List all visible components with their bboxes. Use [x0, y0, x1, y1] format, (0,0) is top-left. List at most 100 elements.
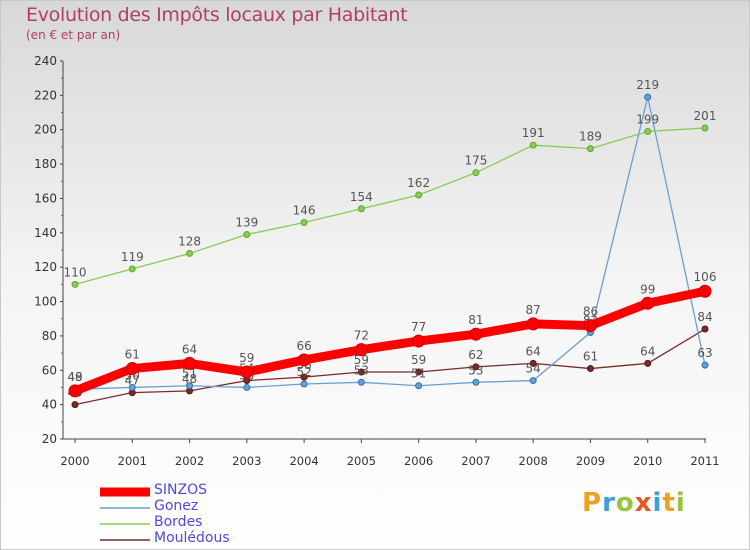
- data-label-gonez: 49: [67, 370, 82, 384]
- data-point-moulédous: [415, 368, 423, 376]
- data-label-moulédous: 48: [182, 372, 197, 386]
- data-point-moulédous: [644, 359, 652, 367]
- y-tick-label: 180: [34, 157, 57, 171]
- y-tick-label: 80: [42, 329, 57, 343]
- data-point-gonez: [357, 378, 365, 386]
- data-label-sinzos: 77: [411, 320, 426, 334]
- legend-swatch-bordes: [100, 523, 150, 525]
- legend-swatch-gonez: [100, 507, 150, 509]
- chart-subtitle: (en € et par an): [26, 28, 121, 42]
- x-tick-label: 2007: [461, 454, 490, 468]
- data-label-sinzos: 99: [640, 282, 655, 296]
- data-point-bordes: [415, 191, 423, 199]
- data-point-sinzos: [125, 362, 139, 376]
- data-label-bordes: 199: [636, 112, 659, 126]
- data-label-sinzos: 87: [526, 303, 541, 317]
- data-label-moulédous: 47: [125, 374, 140, 388]
- data-label-bordes: 146: [293, 204, 316, 218]
- data-label-sinzos: 106: [694, 270, 717, 284]
- data-point-sinzos: [469, 327, 483, 341]
- y-tick-label: 60: [42, 363, 57, 377]
- data-label-moulédous: 64: [640, 344, 655, 358]
- data-point-gonez: [472, 378, 480, 386]
- legend-label-gonez: Gonez: [154, 498, 199, 514]
- x-tick-label: 2001: [118, 454, 147, 468]
- data-label-moulédous: 64: [526, 344, 541, 358]
- data-label-moulédous: 59: [354, 353, 369, 367]
- legend-label-sinzos: SINZOS: [154, 482, 207, 498]
- data-label-sinzos: 86: [583, 305, 598, 319]
- data-point-bordes: [644, 127, 652, 135]
- data-point-sinzos: [698, 284, 712, 298]
- data-label-bordes: 139: [235, 216, 258, 230]
- data-point-sinzos: [68, 384, 82, 398]
- data-point-gonez: [701, 361, 709, 369]
- data-point-bordes: [186, 249, 194, 257]
- series-line-gonez: [74, 96, 706, 390]
- data-label-gonez: 53: [468, 363, 483, 377]
- data-point-bordes: [586, 145, 594, 153]
- data-label-bordes: 175: [464, 154, 487, 168]
- data-label-sinzos: 48: [67, 370, 82, 384]
- data-label-bordes: 162: [407, 176, 430, 190]
- series-line-moulédous: [74, 328, 706, 406]
- series-line-bordes: [74, 127, 706, 285]
- data-label-gonez: 53: [354, 363, 369, 377]
- data-label-bordes: 154: [350, 190, 373, 204]
- x-tick-label: 2002: [175, 454, 204, 468]
- data-point-sinzos: [641, 296, 655, 310]
- y-tick-label: 220: [34, 88, 57, 102]
- data-label-bordes: 119: [121, 250, 144, 264]
- data-point-moulédous: [701, 325, 709, 333]
- data-label-sinzos: 81: [468, 313, 483, 327]
- data-point-bordes: [300, 219, 308, 227]
- proxiti-logo: Proxiti: [582, 488, 686, 518]
- data-label-bordes: 191: [522, 126, 545, 140]
- data-point-sinzos: [240, 365, 254, 379]
- data-label-sinzos: 61: [125, 348, 140, 362]
- chart-title: Evolution des Impôts locaux par Habitant: [26, 4, 408, 26]
- data-label-gonez: 51: [182, 367, 197, 381]
- data-point-sinzos: [526, 317, 540, 331]
- y-tick-label: 140: [34, 226, 57, 240]
- data-point-bordes: [243, 231, 251, 239]
- legend-swatch-mouledous: [100, 539, 150, 541]
- data-point-moulédous: [300, 373, 308, 381]
- data-label-bordes: 128: [178, 234, 201, 248]
- data-label-moulédous: 84: [697, 310, 712, 324]
- data-label-sinzos: 59: [239, 351, 254, 365]
- legend-label-mouledous: Moulédous: [154, 530, 230, 546]
- data-point-bordes: [128, 265, 136, 273]
- y-tick-label: 20: [42, 432, 57, 446]
- data-point-bordes: [71, 280, 79, 288]
- data-point-sinzos: [412, 334, 426, 348]
- data-point-moulédous: [472, 363, 480, 371]
- data-point-moulédous: [529, 359, 537, 367]
- y-tick-label: 200: [34, 123, 57, 137]
- data-point-gonez: [243, 383, 251, 391]
- data-label-bordes: 201: [694, 109, 717, 123]
- data-point-bordes: [701, 124, 709, 132]
- x-tick-label: 2000: [60, 454, 89, 468]
- x-tick-label: 2008: [519, 454, 548, 468]
- y-tick-label: 120: [34, 260, 57, 274]
- legend-swatch-sinzos: [100, 487, 150, 497]
- x-tick-label: 2011: [690, 454, 719, 468]
- data-point-gonez: [300, 380, 308, 388]
- data-point-gonez: [529, 377, 537, 385]
- data-label-sinzos: 64: [182, 342, 197, 356]
- data-point-sinzos: [297, 353, 311, 367]
- data-label-gonez: 219: [636, 78, 659, 92]
- data-label-moulédous: 61: [583, 350, 598, 364]
- data-point-moulédous: [71, 401, 79, 409]
- data-label-moulédous: 59: [411, 353, 426, 367]
- data-label-sinzos: 66: [296, 339, 311, 353]
- data-label-gonez: 51: [411, 367, 426, 381]
- data-label-gonez: 54: [526, 362, 541, 376]
- data-label-moulédous: 62: [468, 348, 483, 362]
- data-point-moulédous: [586, 365, 594, 373]
- series-line-sinzos: [73, 286, 706, 396]
- data-point-bordes: [529, 141, 537, 149]
- y-tick-label: 40: [42, 398, 57, 412]
